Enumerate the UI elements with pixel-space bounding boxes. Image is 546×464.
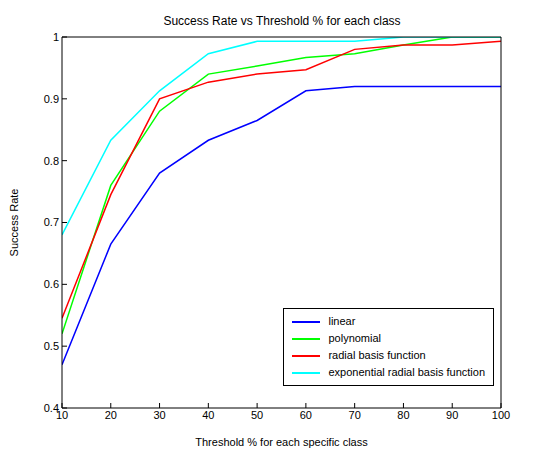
- svg-text:10: 10: [55, 408, 69, 421]
- svg-text:90: 90: [446, 409, 458, 421]
- svg-text:20: 20: [105, 409, 117, 421]
- svg-text:70: 70: [349, 409, 361, 421]
- svg-text:Threshold % for each specific: Threshold % for each specific class: [195, 436, 368, 448]
- html-text:exponential radial basis funct: exponential radial basis function: [328, 366, 485, 378]
- html-text:radial basis function: radial basis function: [328, 349, 426, 361]
- svg-text:50: 50: [251, 409, 263, 421]
- svg-text:Success Rate: Success Rate: [8, 189, 20, 257]
- svg-text:0.8: 0.8: [44, 155, 59, 167]
- svg-text:0.7: 0.7: [44, 216, 59, 228]
- svg-text:60: 60: [300, 409, 312, 421]
- svg-text:0.9: 0.9: [44, 93, 59, 105]
- html-text:polynomial: polynomial: [328, 332, 381, 344]
- html-text:linear: linear: [328, 315, 356, 327]
- svg-text:80: 80: [397, 409, 409, 421]
- svg-text:0.4: 0.4: [44, 402, 59, 414]
- svg-text:0.5: 0.5: [44, 340, 59, 352]
- svg-text:40: 40: [202, 409, 214, 421]
- svg-text:30: 30: [153, 409, 165, 421]
- svg-text:1: 1: [53, 31, 59, 43]
- html-text:Success Rate vs Threshold % fo: Success Rate vs Threshold % for each cla…: [163, 14, 401, 28]
- svg-text:0.6: 0.6: [44, 278, 59, 290]
- svg-text:100: 100: [492, 409, 510, 421]
